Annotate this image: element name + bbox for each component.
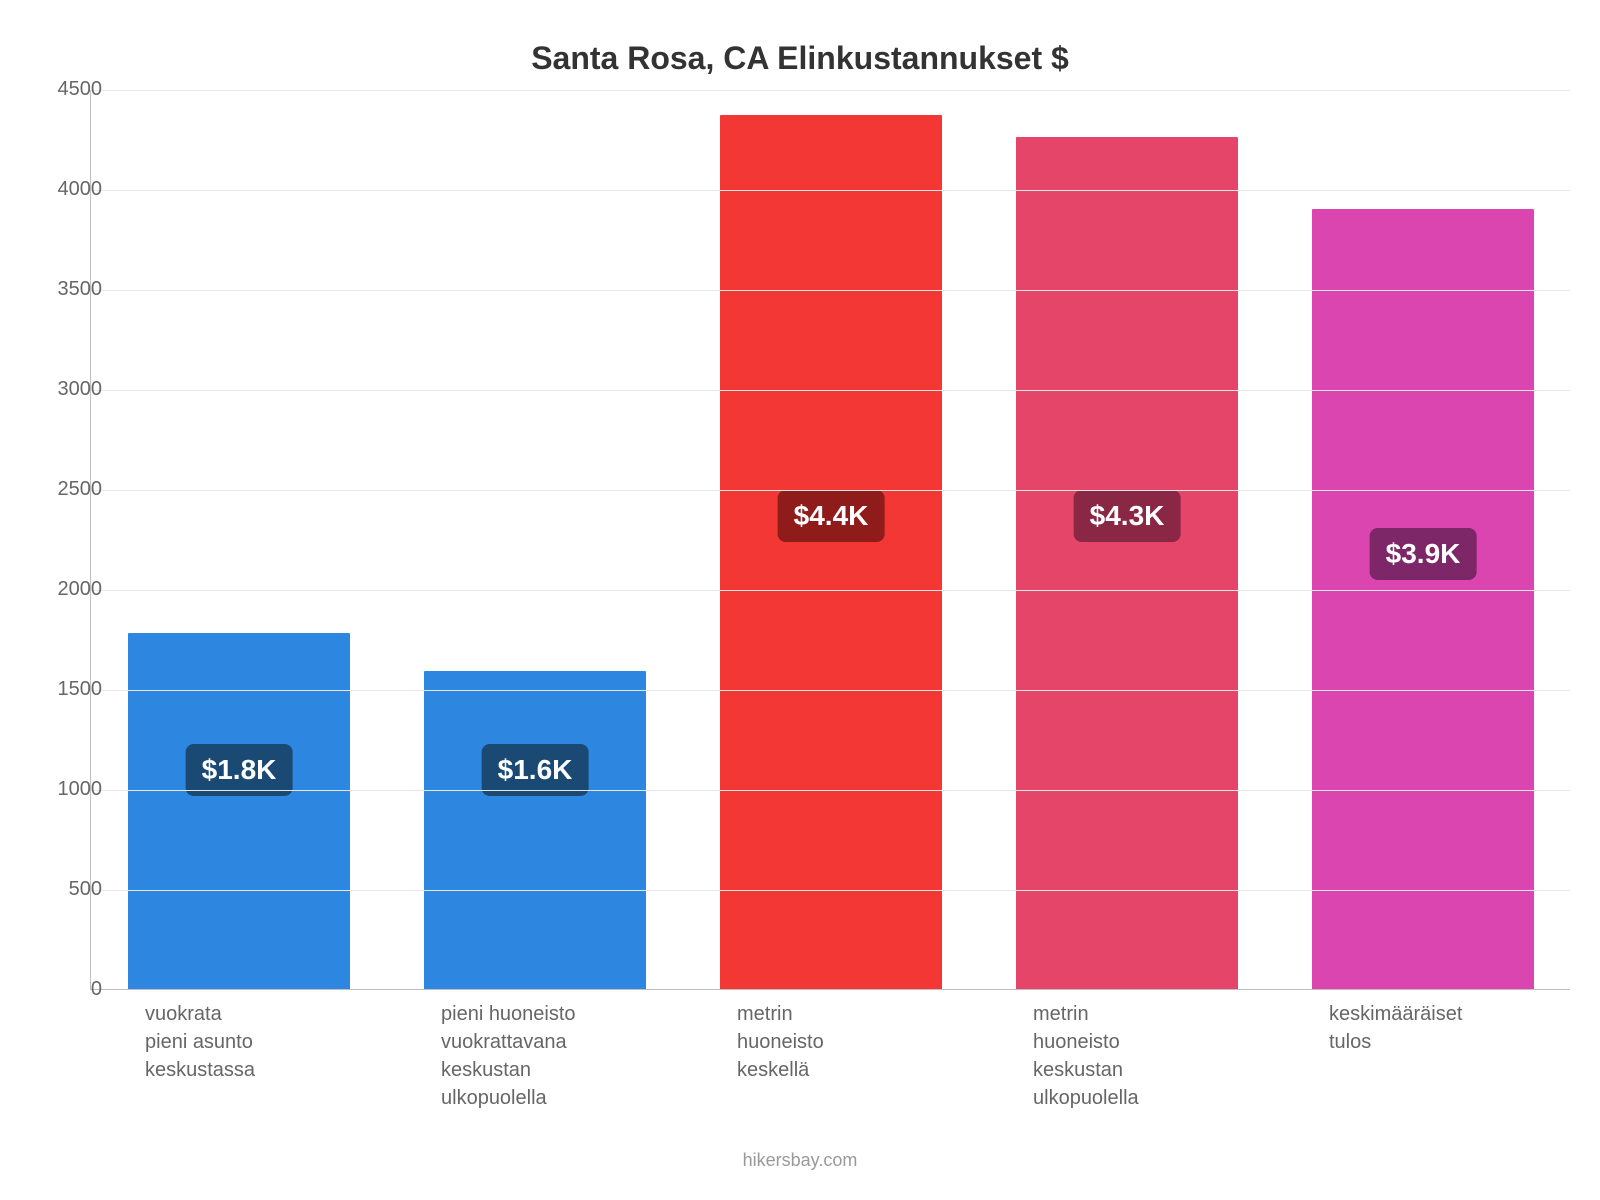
- bar: [1312, 209, 1534, 989]
- ytick-label: 1500: [12, 678, 102, 701]
- bar: [720, 115, 942, 989]
- gridline: [91, 190, 1570, 191]
- gridline: [91, 90, 1570, 91]
- bar-value-label: $4.4K: [778, 490, 885, 542]
- ytick-label: 2000: [12, 578, 102, 601]
- x-category-label: vuokrata pieni asunto keskustassa: [145, 1000, 255, 1084]
- ytick-label: 0: [12, 978, 102, 1001]
- ytick-label: 4500: [12, 78, 102, 101]
- bar-value-label: $3.9K: [1370, 528, 1477, 580]
- gridline: [91, 790, 1570, 791]
- x-category-label: pieni huoneisto vuokrattavana keskustan …: [441, 1000, 576, 1112]
- chart-container: Santa Rosa, CA Elinkustannukset $ $1.8K$…: [0, 0, 1600, 1200]
- x-category-label: metrin huoneisto keskellä: [737, 1000, 824, 1084]
- attribution: hikersbay.com: [0, 1150, 1600, 1171]
- gridline: [91, 690, 1570, 691]
- gridline: [91, 290, 1570, 291]
- gridline: [91, 390, 1570, 391]
- ytick-label: 500: [12, 878, 102, 901]
- gridline: [91, 890, 1570, 891]
- x-category-label: metrin huoneisto keskustan ulkopuolella: [1033, 1000, 1139, 1112]
- bar-value-label: $4.3K: [1074, 490, 1181, 542]
- x-category-label: keskimääräiset tulos: [1329, 1000, 1462, 1056]
- bar: [128, 633, 350, 989]
- bars-layer: $1.8K $1.6K $4.4K $4.3K $3.9K: [91, 90, 1570, 989]
- bar-value-label: $1.6K: [482, 744, 589, 796]
- chart-title: Santa Rosa, CA Elinkustannukset $: [40, 40, 1560, 77]
- ytick-label: 2500: [12, 478, 102, 501]
- ytick-label: 1000: [12, 778, 102, 801]
- gridline: [91, 590, 1570, 591]
- ytick-label: 3000: [12, 378, 102, 401]
- bar: [424, 671, 646, 989]
- plot-area: $1.8K $1.6K $4.4K $4.3K $3.9K: [90, 90, 1570, 990]
- gridline: [91, 490, 1570, 491]
- ytick-label: 3500: [12, 278, 102, 301]
- bar: [1016, 137, 1238, 989]
- bar-value-label: $1.8K: [186, 744, 293, 796]
- ytick-label: 4000: [12, 178, 102, 201]
